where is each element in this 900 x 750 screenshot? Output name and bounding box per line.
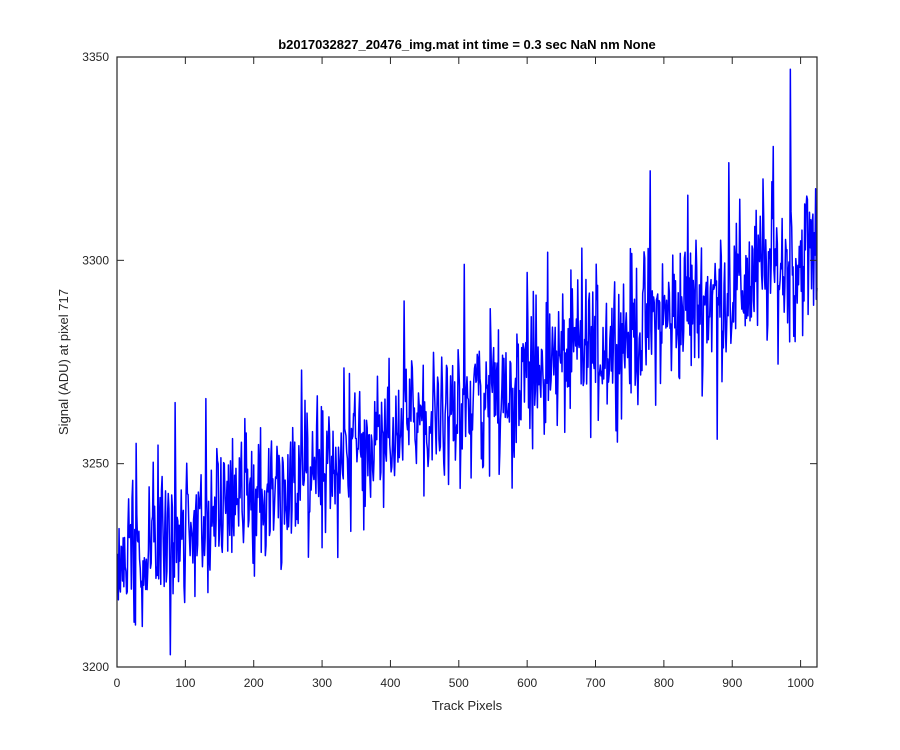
y-tick-label: 3250: [82, 457, 109, 471]
ticks-layer: 0 100 200 300 400 500 600 700 800 900 1000 3200 3250…: [82, 50, 817, 690]
plot-area-background: [117, 57, 817, 667]
x-tick-label: 1000: [787, 676, 814, 690]
x-axis-label: Track Pixels: [432, 698, 503, 713]
x-tick-label: 900: [722, 676, 742, 690]
x-tick-label: 700: [586, 676, 606, 690]
series-layer: [116, 68, 818, 656]
chart-title: b2017032827_20476_img.mat int time = 0.3…: [278, 37, 656, 52]
y-tick-label: 3300: [82, 253, 109, 267]
x-tick-label: 800: [654, 676, 674, 690]
y-axis-label: Signal (ADU) at pixel 717: [56, 289, 71, 435]
axes-box: [116, 56, 818, 668]
x-tick-label: 0: [114, 676, 121, 690]
x-tick-label: 300: [312, 676, 332, 690]
series-line: [116, 68, 818, 656]
x-tick-label: 400: [380, 676, 400, 690]
axes-layer: [116, 56, 818, 668]
x-tick-label: 500: [449, 676, 469, 690]
y-tick-label: 3200: [82, 660, 109, 674]
x-tick-label: 100: [175, 676, 195, 690]
x-tick-label: 200: [244, 676, 264, 690]
x-tick-label: 600: [517, 676, 537, 690]
y-tick-label: 3350: [82, 50, 109, 64]
